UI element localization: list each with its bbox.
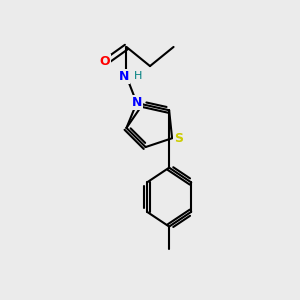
Text: N: N	[132, 96, 142, 110]
Text: H: H	[134, 71, 142, 81]
Text: O: O	[99, 55, 110, 68]
Text: S: S	[174, 132, 183, 145]
Text: N: N	[119, 70, 129, 83]
